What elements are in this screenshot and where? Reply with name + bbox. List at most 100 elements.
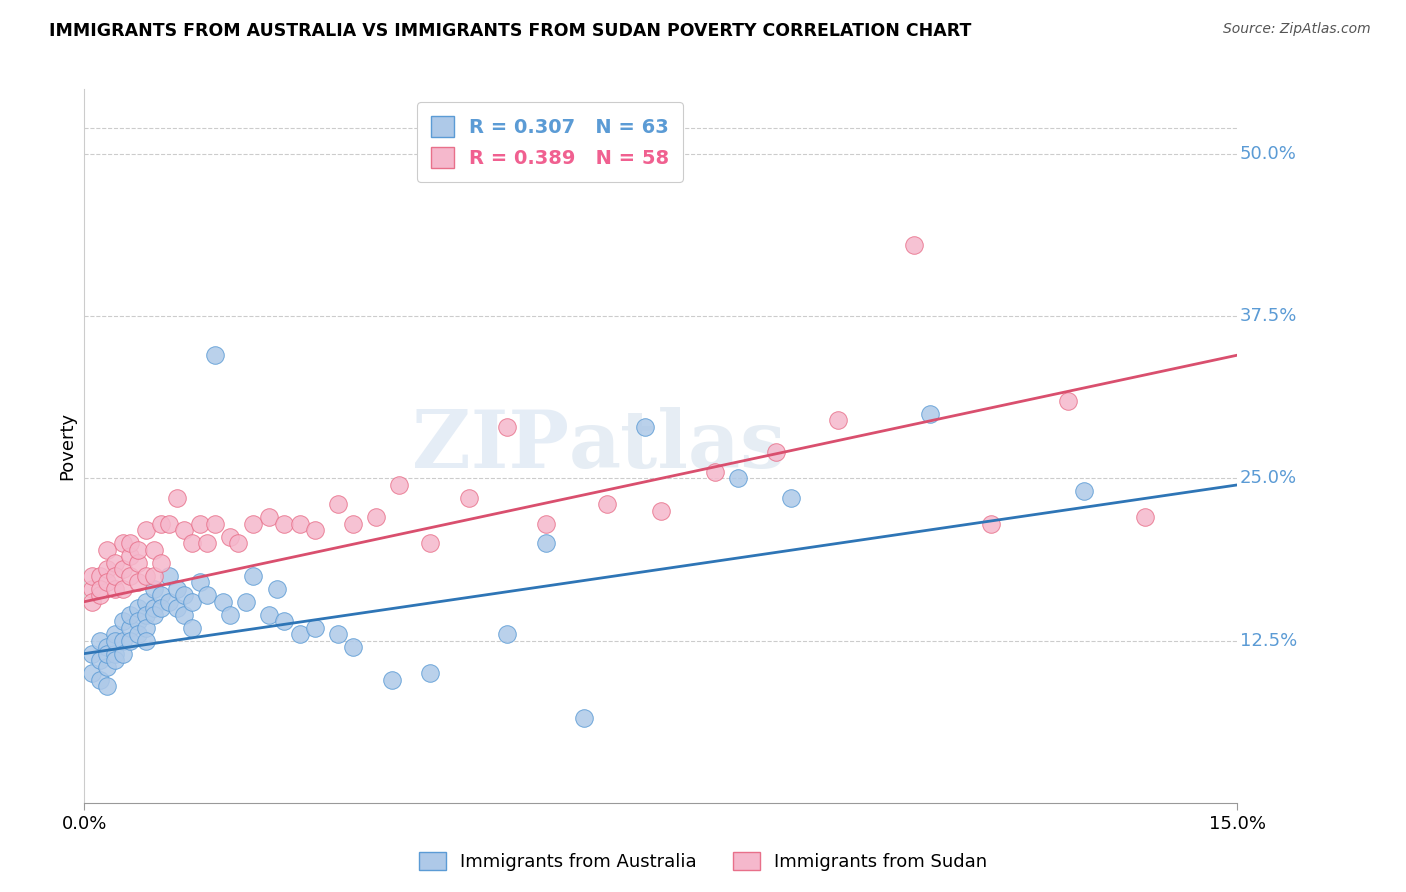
Point	[419, 666, 441, 681]
Point	[226, 536, 249, 550]
Point	[1057, 393, 1080, 408]
Point	[89, 588, 111, 602]
Point	[166, 601, 188, 615]
Text: IMMIGRANTS FROM AUSTRALIA VS IMMIGRANTS FROM SUDAN POVERTY CORRELATION CHART: IMMIGRANTS FROM AUSTRALIA VS IMMIGRANTS …	[49, 22, 972, 40]
Text: 25.0%: 25.0%	[1240, 469, 1296, 487]
Point	[96, 562, 118, 576]
Point	[266, 582, 288, 596]
Point	[388, 478, 411, 492]
Point	[111, 633, 134, 648]
Point	[96, 659, 118, 673]
Point	[96, 647, 118, 661]
Point	[257, 510, 280, 524]
Point	[219, 530, 242, 544]
Point	[342, 516, 364, 531]
Point	[211, 595, 233, 609]
Point	[780, 491, 803, 505]
Point	[142, 568, 165, 582]
Point	[150, 516, 173, 531]
Text: 50.0%: 50.0%	[1240, 145, 1296, 163]
Point	[173, 524, 195, 538]
Y-axis label: Poverty: Poverty	[58, 412, 76, 480]
Text: 37.5%: 37.5%	[1240, 307, 1296, 326]
Point	[127, 627, 149, 641]
Point	[80, 647, 103, 661]
Point	[827, 413, 849, 427]
Point	[496, 627, 519, 641]
Point	[89, 653, 111, 667]
Text: 12.5%: 12.5%	[1240, 632, 1296, 649]
Point	[496, 419, 519, 434]
Point	[96, 575, 118, 590]
Point	[135, 621, 157, 635]
Point	[288, 627, 311, 641]
Point	[204, 516, 226, 531]
Point	[188, 575, 211, 590]
Legend: Immigrants from Australia, Immigrants from Sudan: Immigrants from Australia, Immigrants fr…	[412, 845, 994, 879]
Point	[204, 348, 226, 362]
Point	[242, 516, 264, 531]
Point	[181, 621, 204, 635]
Point	[120, 536, 142, 550]
Point	[80, 582, 103, 596]
Point	[195, 588, 218, 602]
Point	[89, 582, 111, 596]
Point	[703, 465, 725, 479]
Point	[173, 607, 195, 622]
Point	[127, 575, 149, 590]
Point	[80, 666, 103, 681]
Point	[181, 595, 204, 609]
Point	[120, 568, 142, 582]
Point	[366, 510, 388, 524]
Point	[104, 633, 127, 648]
Point	[288, 516, 311, 531]
Point	[120, 633, 142, 648]
Point	[89, 633, 111, 648]
Point	[650, 504, 672, 518]
Point	[120, 607, 142, 622]
Text: Source: ZipAtlas.com: Source: ZipAtlas.com	[1223, 22, 1371, 37]
Point	[634, 419, 657, 434]
Point	[135, 595, 157, 609]
Point	[157, 568, 180, 582]
Point	[150, 588, 173, 602]
Point	[104, 582, 127, 596]
Point	[157, 595, 180, 609]
Point	[96, 640, 118, 654]
Point	[235, 595, 257, 609]
Point	[173, 588, 195, 602]
Point	[1133, 510, 1156, 524]
Point	[727, 471, 749, 485]
Point	[342, 640, 364, 654]
Point	[150, 556, 173, 570]
Point	[142, 607, 165, 622]
Point	[111, 582, 134, 596]
Point	[80, 568, 103, 582]
Point	[127, 601, 149, 615]
Point	[104, 568, 127, 582]
Point	[104, 647, 127, 661]
Point	[96, 542, 118, 557]
Point	[135, 607, 157, 622]
Point	[242, 568, 264, 582]
Point	[104, 653, 127, 667]
Point	[127, 614, 149, 628]
Point	[381, 673, 404, 687]
Point	[142, 601, 165, 615]
Point	[120, 621, 142, 635]
Point	[273, 614, 295, 628]
Point	[157, 516, 180, 531]
Point	[918, 407, 941, 421]
Point	[534, 516, 557, 531]
Point	[765, 445, 787, 459]
Point	[166, 582, 188, 596]
Point	[120, 549, 142, 564]
Point	[457, 491, 479, 505]
Point	[304, 524, 326, 538]
Point	[89, 568, 111, 582]
Legend: R = 0.307   N = 63, R = 0.389   N = 58: R = 0.307 N = 63, R = 0.389 N = 58	[418, 103, 683, 182]
Point	[127, 542, 149, 557]
Point	[111, 536, 134, 550]
Point	[273, 516, 295, 531]
Point	[419, 536, 441, 550]
